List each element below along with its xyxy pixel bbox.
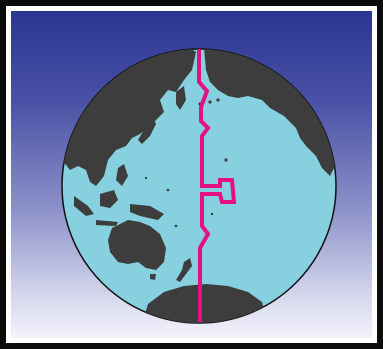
landmass-new-zealand <box>176 258 192 282</box>
landmass-island <box>224 158 228 162</box>
international-date-line <box>197 49 237 322</box>
landmass-java <box>96 220 118 226</box>
landmass-sumatra <box>74 196 94 216</box>
landmass-japan <box>138 114 156 144</box>
landmass-island <box>144 176 148 180</box>
landmass-philippines <box>116 164 128 186</box>
landmass-island <box>210 212 214 216</box>
landmass-kamchatka <box>176 86 186 110</box>
landmass-new-guinea <box>130 204 164 220</box>
landmass-borneo <box>100 190 118 208</box>
landmass-aleutians <box>216 98 220 102</box>
landmass-island <box>166 188 170 192</box>
landmass-tasmania <box>150 274 156 280</box>
landmass-aleutians <box>208 100 212 104</box>
landmass-australia <box>108 220 166 270</box>
landmass-island <box>174 224 178 228</box>
